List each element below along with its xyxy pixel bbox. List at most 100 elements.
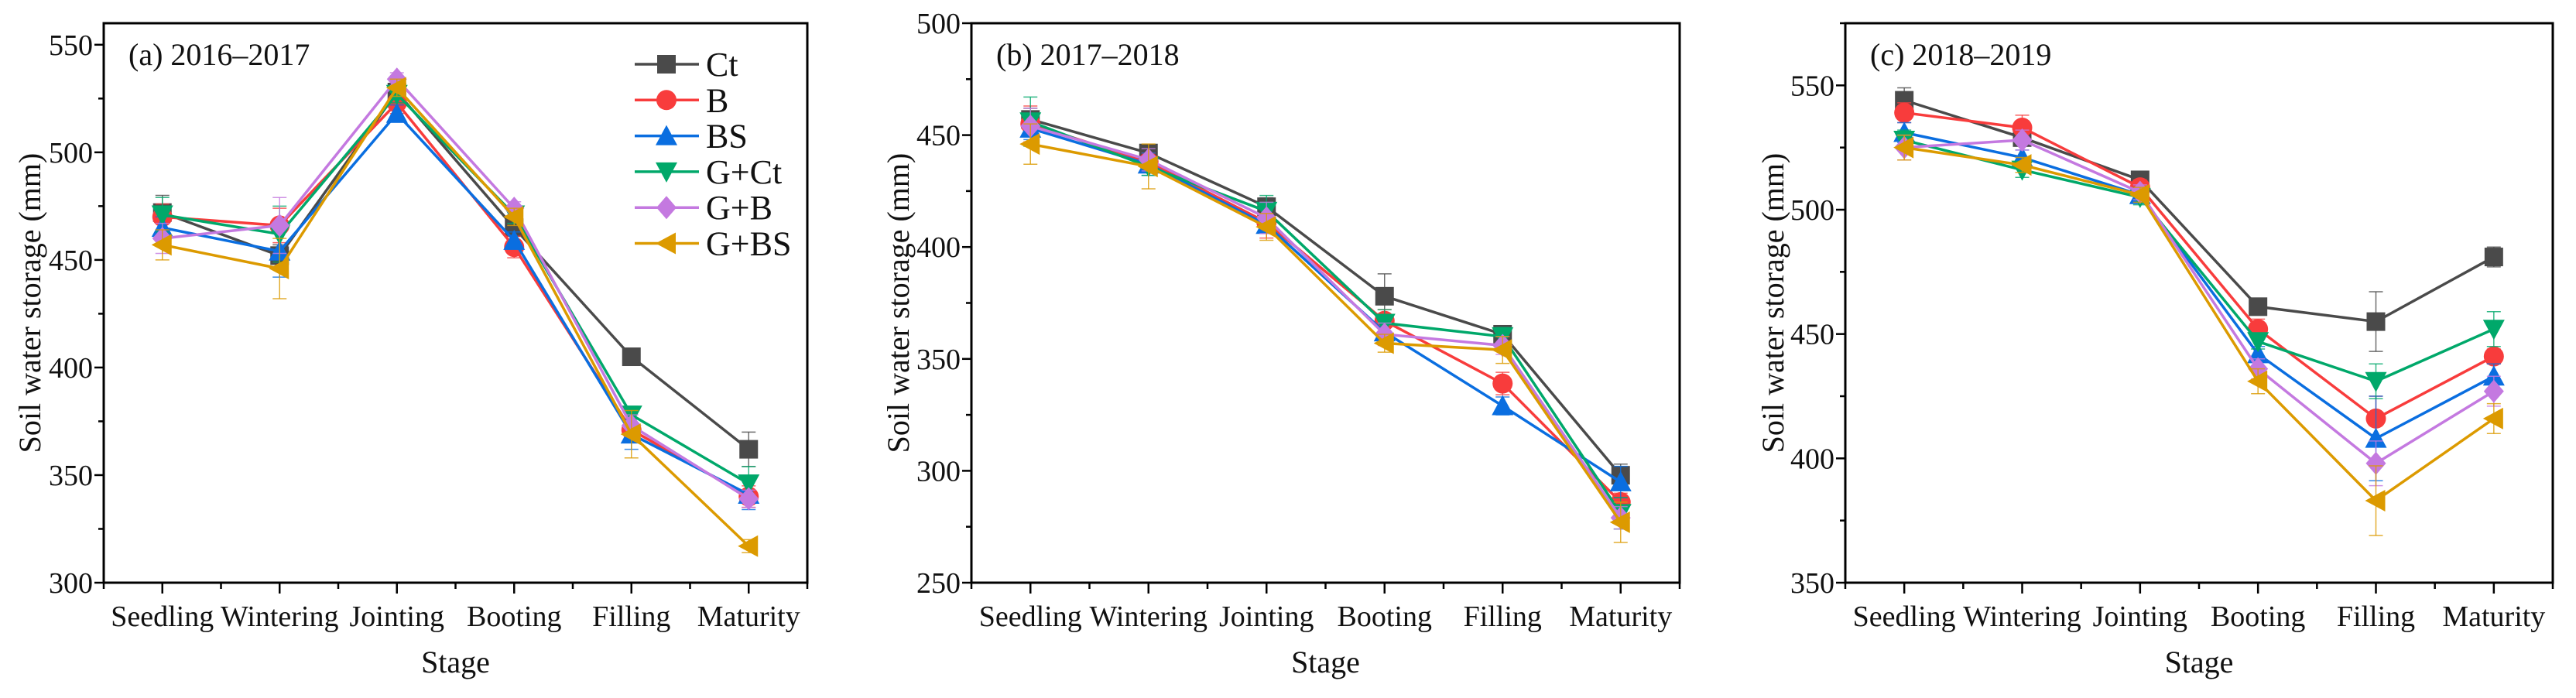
legend-label: G+B <box>706 189 772 227</box>
data-point <box>1609 511 1630 533</box>
series-b <box>1894 102 2504 442</box>
data-point <box>739 440 759 459</box>
data-point <box>2247 332 2269 353</box>
y-tick-label: 350 <box>49 460 93 492</box>
y-tick-label: 500 <box>1790 194 1834 227</box>
data-point <box>503 206 524 228</box>
panel-title: (c) 2018–2019 <box>1870 37 2051 72</box>
series-g-plus-bs <box>1893 134 2503 536</box>
y-tick-label: 450 <box>49 245 93 277</box>
series-g-plus-ct <box>1019 96 1632 530</box>
x-tick-label: Wintering <box>1963 600 2081 633</box>
data-point <box>385 77 406 99</box>
plot-frame <box>102 22 809 584</box>
data-point <box>622 347 641 367</box>
data-point <box>1375 286 1394 306</box>
series-line <box>1903 131 2495 440</box>
x-tick-label: Seedling <box>979 600 1082 633</box>
y-tick-label: 450 <box>1790 319 1834 351</box>
y-tick-label: 300 <box>916 455 961 488</box>
y-tick-label: 300 <box>49 567 93 600</box>
x-tick-label: Jointing <box>2093 600 2187 633</box>
series-line <box>1029 118 1622 477</box>
data-point <box>738 474 760 495</box>
x-tick-label: Seedling <box>111 600 214 633</box>
x-axis-title: Stage <box>421 645 490 679</box>
series-line <box>1029 122 1622 504</box>
data-point <box>1894 102 1915 123</box>
x-tick-label: Filling <box>592 600 670 633</box>
data-point <box>2012 117 2033 138</box>
series-line <box>1903 111 2495 420</box>
data-point <box>620 423 641 446</box>
x-tick-label: Booting <box>2211 600 2305 633</box>
data-point <box>2482 320 2505 340</box>
data-point <box>503 229 526 250</box>
data-point <box>1373 332 1394 354</box>
legend-marker <box>656 162 677 183</box>
data-point <box>2483 379 2504 403</box>
data-point <box>151 234 172 256</box>
legend-item: Ct <box>635 46 738 84</box>
x-tick-label: Jointing <box>1219 600 1314 633</box>
data-point <box>1492 395 1514 416</box>
data-point <box>385 102 408 123</box>
data-point <box>2365 489 2386 512</box>
panel-title: (b) 2017–2018 <box>996 37 1180 72</box>
y-tick-label: 400 <box>1790 443 1834 475</box>
series-g-plus-ct <box>1893 129 2505 399</box>
data-point <box>2247 343 2269 364</box>
data-point <box>2365 371 2387 392</box>
y-tick-label: 350 <box>1790 567 1834 600</box>
data-point <box>738 535 759 557</box>
data-point <box>2249 297 2268 316</box>
data-point <box>1609 470 1632 491</box>
legend-label: Ct <box>706 46 738 84</box>
data-point <box>2482 365 2505 386</box>
legend-item: G+BS <box>635 225 791 263</box>
plot-frame <box>1844 22 2554 584</box>
y-tick-label: 400 <box>49 352 93 385</box>
series-line <box>1904 139 2495 465</box>
y-tick-label: 350 <box>916 344 961 376</box>
series-line <box>1903 139 2495 383</box>
y-tick-label: 500 <box>916 8 961 40</box>
legend-marker <box>656 125 677 145</box>
chart-panel-2: 250 300 350 400 450 500 Seedling Wintering Joint… <box>881 8 1681 679</box>
data-point <box>738 487 759 511</box>
legend-marker <box>656 90 677 111</box>
x-tick-label: Jointing <box>350 600 444 633</box>
x-tick-label: Booting <box>467 600 561 633</box>
x-tick-label: Maturity <box>1569 600 1672 633</box>
y-tick-label: 550 <box>1790 70 1834 102</box>
y-tick-label: 250 <box>916 567 961 600</box>
series-line <box>1029 142 1622 523</box>
y-tick-label: 450 <box>916 120 961 152</box>
series-g-plus-bs <box>1019 123 1630 543</box>
series-bs <box>1019 116 1632 498</box>
legend-label: G+Ct <box>706 153 782 191</box>
x-axis-title: Stage <box>1291 645 1360 679</box>
legend-item: G+Ct <box>635 153 782 191</box>
series-line <box>162 92 750 485</box>
x-tick-label: Filling <box>2337 600 2415 633</box>
data-point <box>1255 216 1276 238</box>
y-tick-label: 500 <box>49 137 93 169</box>
data-point <box>2012 128 2033 152</box>
legend-label: B <box>706 81 728 119</box>
series-line <box>162 77 750 501</box>
y-tick-label: 550 <box>49 29 93 62</box>
y-axis-title: Soil water storage (mm) <box>12 153 47 453</box>
plot-frame <box>970 22 1681 584</box>
data-point <box>2129 183 2150 206</box>
x-axis-title: Stage <box>2165 645 2234 679</box>
data-point <box>2483 346 2504 367</box>
legend-item: G+B <box>635 189 772 227</box>
chart-panel-1: 300 350 400 450 500 550 Seedling Wintering Joint… <box>12 22 809 679</box>
data-point <box>1137 156 1158 178</box>
chart-panel-3: 350 400 450 500 550 Seedling Wintering Jointing… <box>1756 22 2554 679</box>
series-g-plus-b <box>1020 108 1631 530</box>
data-point <box>2365 451 2386 475</box>
x-tick-label: Seedling <box>1853 600 1956 633</box>
